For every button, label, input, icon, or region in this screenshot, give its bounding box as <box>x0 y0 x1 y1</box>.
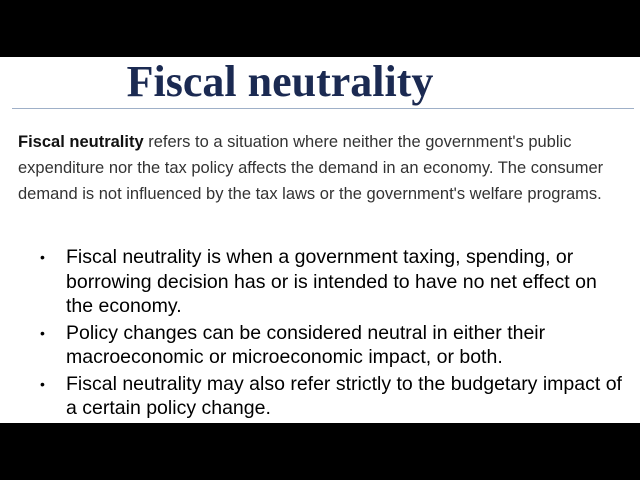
bullet-text: Fiscal neutrality is when a government t… <box>66 246 597 317</box>
bullet-list: • Fiscal neutrality is when a government… <box>0 245 640 423</box>
bullet-dot-icon: • <box>40 324 45 341</box>
definition-paragraph: Fiscal neutrality refers to a situation … <box>18 129 628 207</box>
bullet-text: Policy changes can be considered neutral… <box>66 321 546 369</box>
slide-title: Fiscal neutrality <box>126 57 434 106</box>
bullet-dot-icon: • <box>40 375 45 392</box>
title-divider <box>12 108 634 109</box>
slide: Fiscal neutrality Fiscal neutrality refe… <box>0 57 640 423</box>
list-item: • Fiscal neutrality may also refer stric… <box>0 372 640 421</box>
list-item: • Fiscal neutrality is when a government… <box>0 245 640 319</box>
bullet-dot-icon: • <box>40 249 45 265</box>
bullet-text: Fiscal neutrality may also refer strictl… <box>66 372 622 420</box>
definition-text: refers to a situation where neither the … <box>18 133 604 203</box>
definition-term: Fiscal neutrality <box>18 133 144 151</box>
list-item: • Policy changes can be considered neutr… <box>0 321 640 370</box>
